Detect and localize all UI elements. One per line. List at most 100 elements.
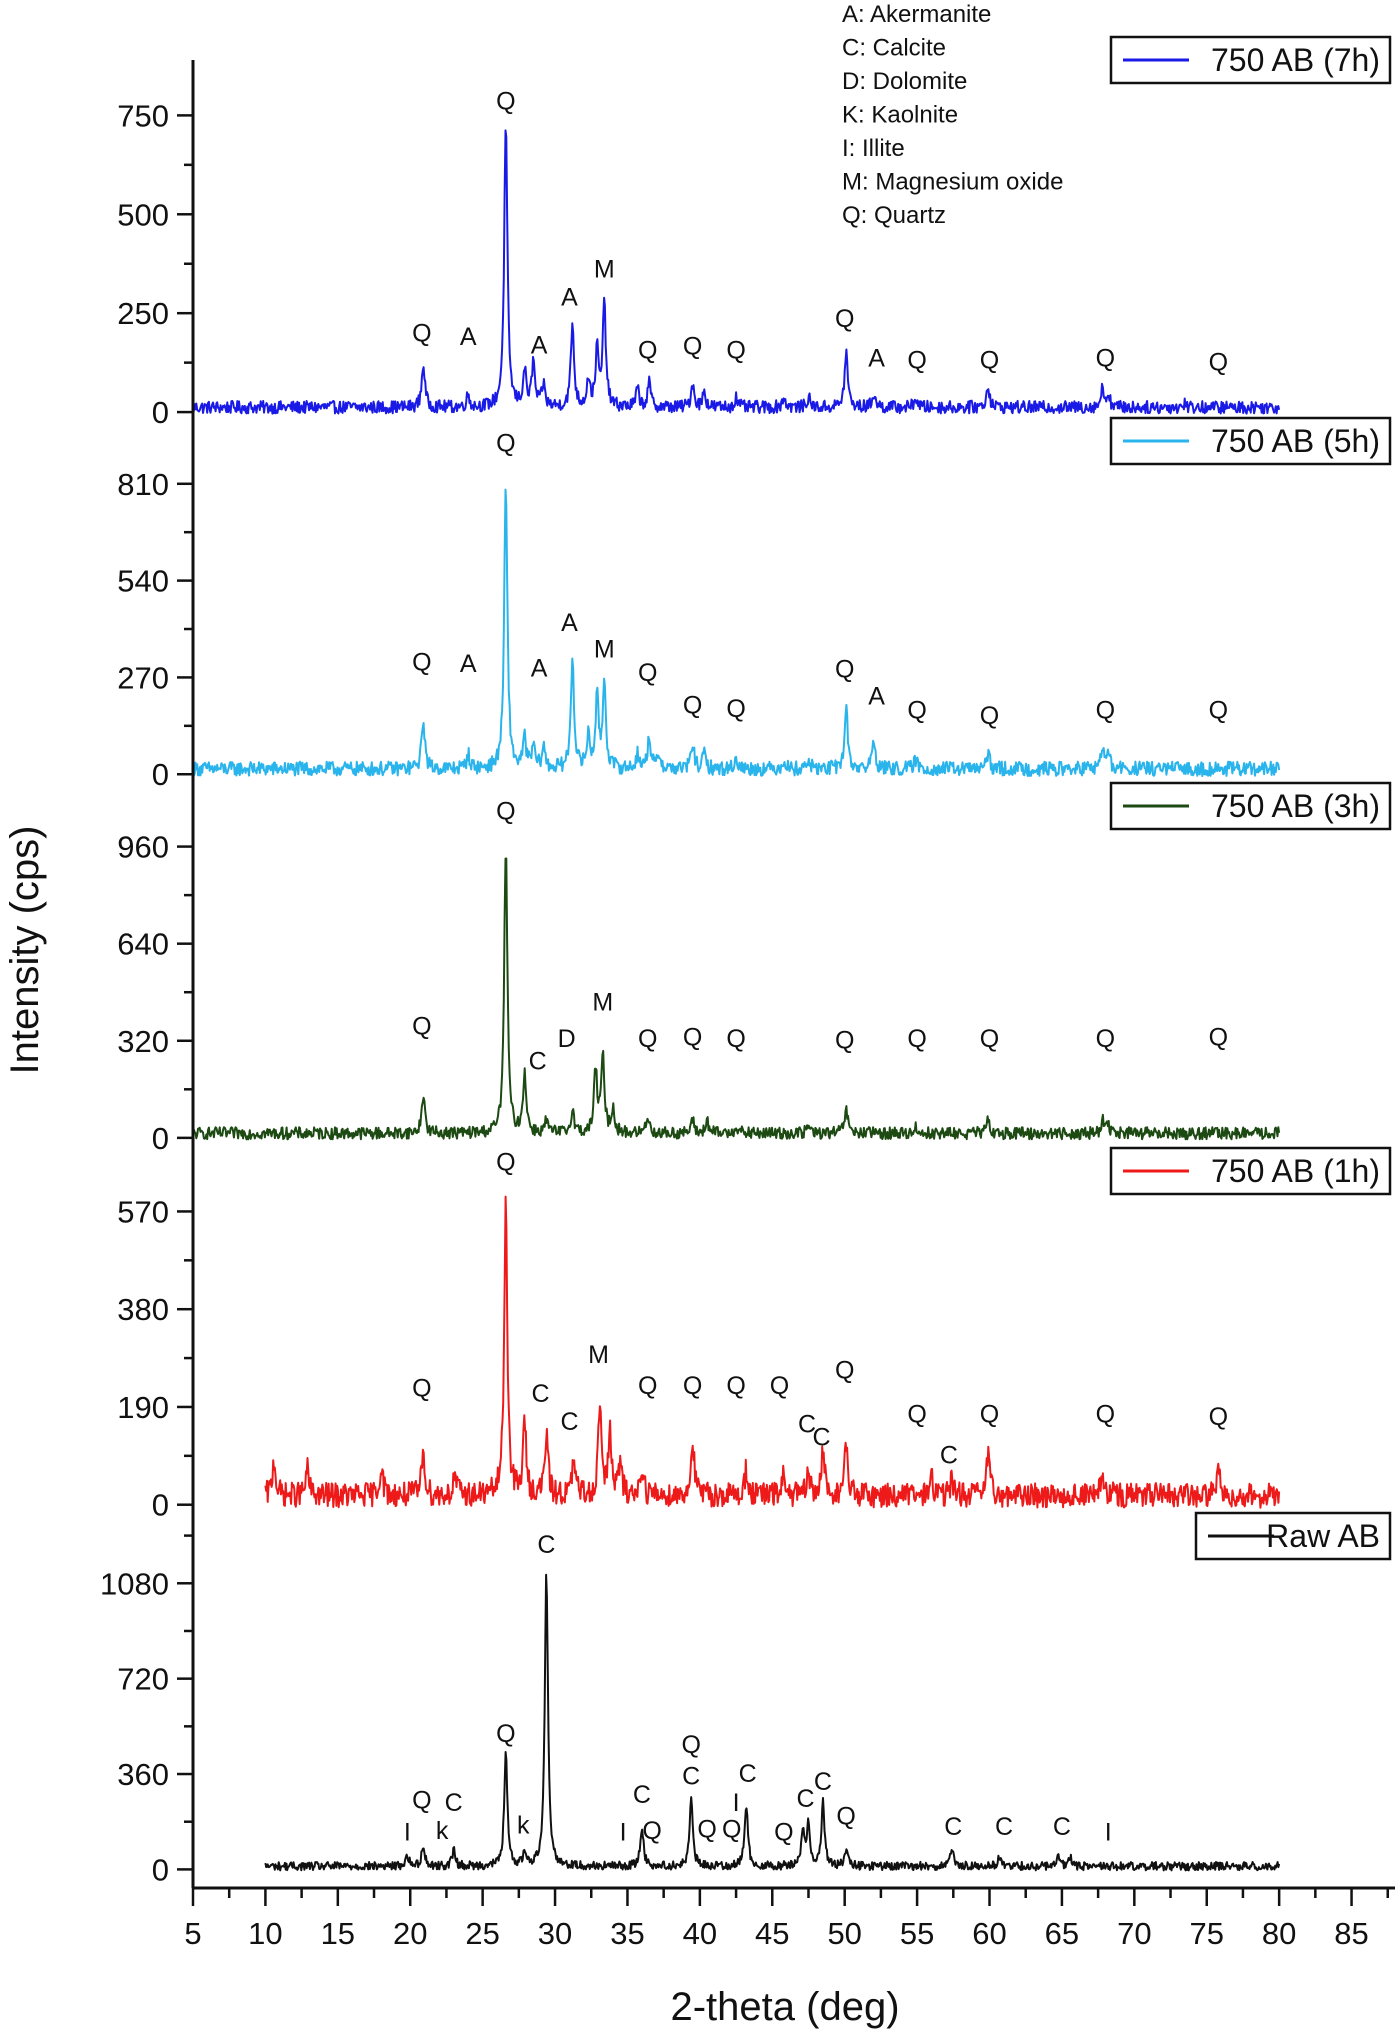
peak-label: C — [682, 1763, 700, 1791]
peak-label: C — [944, 1813, 962, 1841]
peak-label: Q — [836, 1802, 855, 1830]
peak-label: Q — [722, 1816, 741, 1844]
peak-label: Q — [496, 1720, 515, 1748]
y-tick-label: 320 — [117, 1024, 169, 1059]
peak-label: Q — [726, 1025, 745, 1053]
peak-label: Q — [683, 333, 702, 361]
peak-label: A — [561, 609, 578, 637]
series-line-750-ab-3h — [192, 857, 1281, 1141]
legend-label: 750 AB (3h) — [1211, 788, 1380, 824]
peak-label: A — [561, 283, 578, 311]
peak-label: C — [812, 1424, 830, 1452]
peak-label: Q — [683, 1023, 702, 1051]
y-tick-label: 810 — [117, 467, 169, 502]
x-tick-label: 10 — [248, 1916, 282, 1951]
peak-label: Q — [1209, 1023, 1228, 1051]
legend-raw-ab: Raw AB — [1194, 1511, 1392, 1561]
peak-label: Q — [1096, 345, 1115, 373]
x-tick-label: 85 — [1334, 1916, 1368, 1951]
series-line-750-ab-1h — [264, 1195, 1281, 1509]
phase-key-entry: A: Akermanite — [842, 1, 991, 28]
legend-750-ab-1h: 750 AB (1h) — [1109, 1146, 1392, 1196]
peak-label: Q — [412, 1786, 431, 1814]
y-tick-label: 0 — [152, 395, 169, 430]
peak-label: Q — [638, 659, 657, 687]
x-tick-label: 80 — [1262, 1916, 1296, 1951]
peak-label: Q — [726, 1372, 745, 1400]
legend-label: 750 AB (5h) — [1211, 423, 1380, 459]
peak-label: C — [797, 1785, 815, 1813]
y-tick-label: 380 — [117, 1292, 169, 1327]
peak-label: C — [995, 1813, 1013, 1841]
peak-label: Q — [980, 1025, 999, 1053]
peak-label: k — [436, 1817, 449, 1845]
peak-label: A — [531, 332, 548, 360]
y-tick-label: 360 — [117, 1757, 169, 1792]
peak-label: M — [592, 988, 613, 1016]
legend-box — [1109, 416, 1392, 466]
legend-label: 750 AB (7h) — [1211, 42, 1380, 78]
peak-label: C — [537, 1531, 555, 1559]
x-tick-label: 70 — [1117, 1916, 1151, 1951]
peak-label: Q — [835, 655, 854, 683]
axes-layer: 5 10 15 20 25 30 35 40 45 50 55 60 65 70 75 80 85 2-theta… — [3, 60, 1395, 2029]
x-axis-title: 2-theta (deg) — [670, 1985, 899, 2029]
y-tick-label: 270 — [117, 660, 169, 695]
peak-label: Q — [980, 702, 999, 730]
peak-label: Q — [412, 1375, 431, 1403]
peak-label: k — [517, 1812, 530, 1840]
x-tick-label: 25 — [465, 1916, 499, 1951]
x-tick-label: 15 — [321, 1916, 355, 1951]
peak-label: Q — [638, 1025, 657, 1053]
peak-label: Q — [1096, 1025, 1115, 1053]
peak-label: M — [588, 1341, 609, 1369]
legend-750-ab-3h: 750 AB (3h) — [1109, 781, 1392, 831]
y-tick-label: 1080 — [100, 1566, 169, 1601]
y-tick-label: 0 — [152, 1488, 169, 1523]
legend-label: 750 AB (1h) — [1211, 1153, 1380, 1189]
y-tick-label: 750 — [117, 98, 169, 133]
peak-label: Q — [496, 1148, 515, 1176]
phase-key-entry: D: Dolomite — [842, 68, 967, 95]
peak-label: Q — [907, 1025, 926, 1053]
peak-label: A — [868, 345, 885, 373]
y-tick-label: 500 — [117, 197, 169, 232]
phase-key-entry: K: Kaolnite — [842, 102, 958, 129]
x-tick-label: 55 — [900, 1916, 934, 1951]
phase-key-entry: M: Magnesium oxide — [842, 169, 1063, 196]
peak-label: C — [445, 1789, 463, 1817]
peak-label: Q — [980, 1400, 999, 1428]
peak-label: Q — [496, 87, 515, 115]
y-axis-title: Intensity (cps) — [3, 826, 47, 1075]
peak-label: Q — [496, 797, 515, 825]
peak-label: C — [940, 1442, 958, 1470]
peak-label: Q — [907, 697, 926, 725]
series-line-raw-ab — [264, 1573, 1281, 1872]
peak-label: Q — [412, 320, 431, 348]
peak-label: A — [460, 323, 477, 351]
legend-label: Raw AB — [1266, 1518, 1380, 1554]
x-tick-label: 40 — [683, 1916, 717, 1951]
x-tick-label: 45 — [755, 1916, 789, 1951]
peak-label: Q — [1096, 1400, 1115, 1428]
y-tick-label: 640 — [117, 927, 169, 962]
y-tick-label: 570 — [117, 1194, 169, 1229]
peak-label: Q — [980, 347, 999, 375]
y-tick-label: 0 — [152, 757, 169, 792]
peak-label: D — [558, 1025, 576, 1053]
peak-label: C — [633, 1781, 651, 1809]
peak-label: C — [798, 1411, 816, 1439]
x-tick-label: 50 — [827, 1916, 861, 1951]
legend-box — [1109, 35, 1392, 85]
peak-label: Q — [1209, 697, 1228, 725]
peak-label: C — [1053, 1813, 1071, 1841]
y-tick-label: 0 — [152, 1121, 169, 1156]
phase-key: A: Akermanite C: Calcite D: Dolomite K: Kao… — [842, 1, 1063, 229]
y-tick-label: 540 — [117, 564, 169, 599]
peak-label: C — [529, 1048, 547, 1076]
